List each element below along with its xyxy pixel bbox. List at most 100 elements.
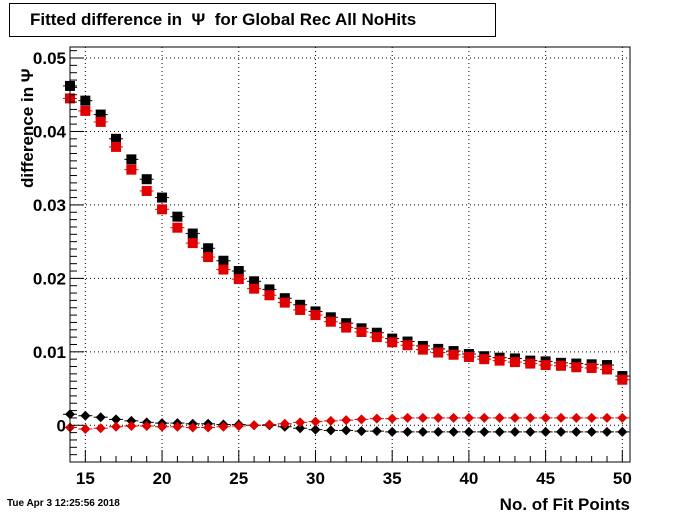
data-point-diamond xyxy=(433,426,444,437)
data-point-diamond xyxy=(126,415,137,426)
x-tick-label: 50 xyxy=(613,469,632,488)
data-point-diamond xyxy=(479,412,490,423)
data-point-square xyxy=(586,362,597,373)
data-point-square xyxy=(264,284,275,295)
data-point-diamond xyxy=(463,426,474,437)
data-point-diamond xyxy=(463,412,474,423)
data-point-diamond xyxy=(448,426,459,437)
data-point-square xyxy=(525,358,536,369)
data-point-diamond xyxy=(95,423,106,434)
x-tick-label: 35 xyxy=(383,469,402,488)
data-point-diamond xyxy=(172,421,183,432)
data-point-square xyxy=(172,211,183,222)
data-point-square xyxy=(233,274,244,285)
data-point-square xyxy=(387,337,398,348)
data-point-square xyxy=(433,347,444,358)
axis-ticks xyxy=(69,50,623,463)
data-point-square xyxy=(126,164,137,175)
x-axis-title: No. of Fit Points xyxy=(500,495,630,514)
y-tick-label: 0 xyxy=(57,416,66,435)
data-point-square xyxy=(448,349,459,360)
data-point-square xyxy=(218,255,229,266)
x-tick-label: 30 xyxy=(306,469,325,488)
data-point-diamond xyxy=(279,418,290,429)
data-point-diamond xyxy=(617,426,628,437)
data-point-diamond xyxy=(371,413,382,424)
chart-title: Fitted difference in Ψ for Global Rec Al… xyxy=(9,3,496,37)
y-tick-label: 0.05 xyxy=(33,49,66,68)
data-point-diamond xyxy=(586,412,597,423)
data-point-diamond xyxy=(387,426,398,437)
data-point-square xyxy=(249,283,260,294)
data-point-diamond xyxy=(402,412,413,423)
data-point-diamond xyxy=(555,426,566,437)
data-point-square xyxy=(402,340,413,351)
data-point-diamond xyxy=(448,412,459,423)
data-point-diamond xyxy=(187,422,198,433)
data-point-square xyxy=(95,116,106,127)
data-point-square xyxy=(187,228,198,239)
data-point-diamond xyxy=(509,412,520,423)
data-point-square xyxy=(310,310,321,321)
data-point-diamond xyxy=(417,412,428,423)
data-point-square xyxy=(417,344,428,355)
data-point-square xyxy=(264,290,275,301)
y-tick-label: 0.02 xyxy=(33,269,66,288)
data-point-square xyxy=(494,355,505,366)
y-tick-label: 0.03 xyxy=(33,196,66,215)
data-point-square xyxy=(111,133,122,144)
data-point-diamond xyxy=(249,420,260,431)
data-point-diamond xyxy=(295,423,306,434)
data-point-diamond xyxy=(402,426,413,437)
data-points xyxy=(65,80,628,437)
data-point-square xyxy=(341,322,352,333)
data-point-diamond xyxy=(325,425,336,436)
data-point-square xyxy=(111,141,122,152)
data-point-square xyxy=(80,105,91,116)
data-point-diamond xyxy=(203,422,214,433)
data-point-diamond xyxy=(341,415,352,426)
data-point-square xyxy=(249,276,260,287)
data-point-square xyxy=(325,316,336,327)
data-point-square xyxy=(279,297,290,308)
tick-labels: 15 20 25 30 35 40 45 50 0 0.01 0.02 0.03 0.04 0.05 xyxy=(33,49,632,488)
data-point-diamond xyxy=(356,414,367,425)
data-point-diamond xyxy=(525,426,536,437)
data-point-diamond xyxy=(540,426,551,437)
data-point-square xyxy=(371,332,382,343)
data-point-diamond xyxy=(509,426,520,437)
grid xyxy=(70,47,630,462)
data-point-diamond xyxy=(387,413,398,424)
data-point-square xyxy=(203,243,214,254)
data-point-diamond xyxy=(571,426,582,437)
data-point-diamond xyxy=(356,426,367,437)
data-point-diamond xyxy=(233,421,244,432)
data-point-square xyxy=(540,360,551,371)
data-point-square xyxy=(295,304,306,315)
data-point-diamond xyxy=(433,412,444,423)
data-point-square xyxy=(571,362,582,373)
data-point-diamond xyxy=(601,412,612,423)
data-point-square xyxy=(463,351,474,362)
y-tick-label: 0.01 xyxy=(33,343,66,362)
timestamp: Tue Apr 3 12:25:56 2018 xyxy=(7,498,120,509)
data-point-square xyxy=(80,95,91,106)
data-point-diamond xyxy=(494,426,505,437)
data-point-square xyxy=(601,364,612,375)
data-point-diamond xyxy=(371,426,382,437)
data-point-diamond xyxy=(555,412,566,423)
data-point-square xyxy=(509,357,520,368)
data-point-diamond xyxy=(525,412,536,423)
data-point-diamond xyxy=(80,410,91,421)
data-point-diamond xyxy=(111,414,122,425)
y-tick-label: 0.04 xyxy=(33,122,67,141)
data-point-diamond xyxy=(310,416,321,427)
data-point-square xyxy=(157,192,168,203)
data-point-diamond xyxy=(310,424,321,435)
data-point-square xyxy=(233,266,244,277)
data-point-diamond xyxy=(264,419,275,430)
data-point-diamond xyxy=(479,426,490,437)
x-tick-label: 15 xyxy=(76,469,95,488)
data-point-square xyxy=(203,252,214,263)
